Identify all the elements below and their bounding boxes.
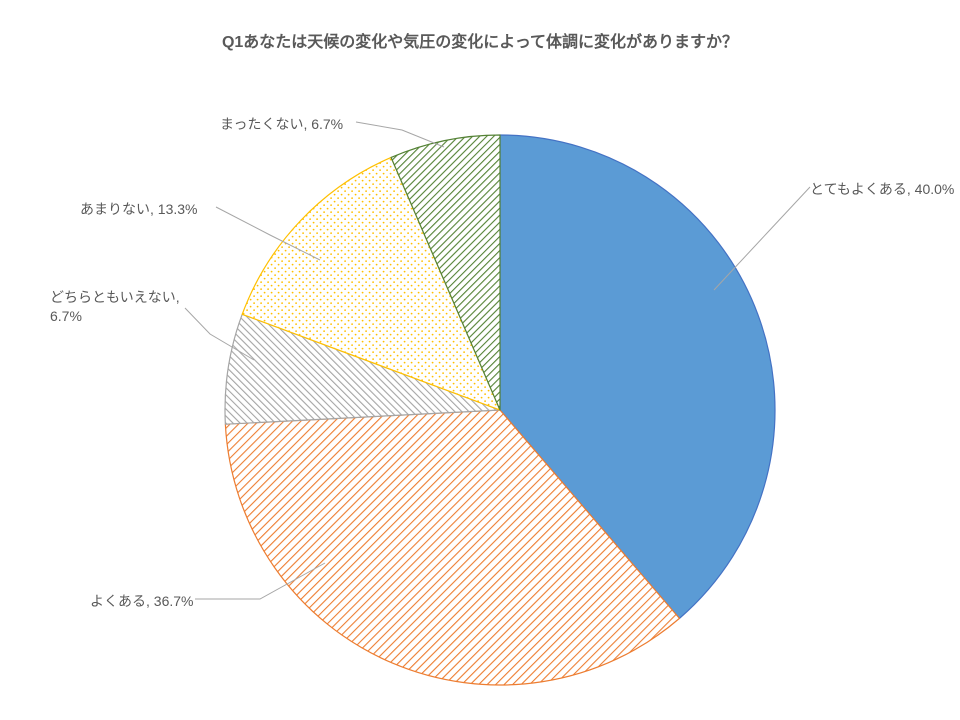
chart-title: Q1あなたは天候の変化や気圧の変化によって体調に変化がありますか？ [0,28,960,52]
leader-line [714,187,810,290]
slice-label-よくある: よくある, 36.7% [90,592,193,611]
slice-label-どちらともいえない: どちらともいえない, 6.7% [50,288,180,326]
pie-svg [0,0,960,720]
slice-label-あまりない: あまりない, 13.3% [80,200,197,219]
slice-label-まったくない: まったくない, 6.7% [220,115,343,134]
slice-label-とてもよくある: とてもよくある, 40.0% [810,180,954,199]
